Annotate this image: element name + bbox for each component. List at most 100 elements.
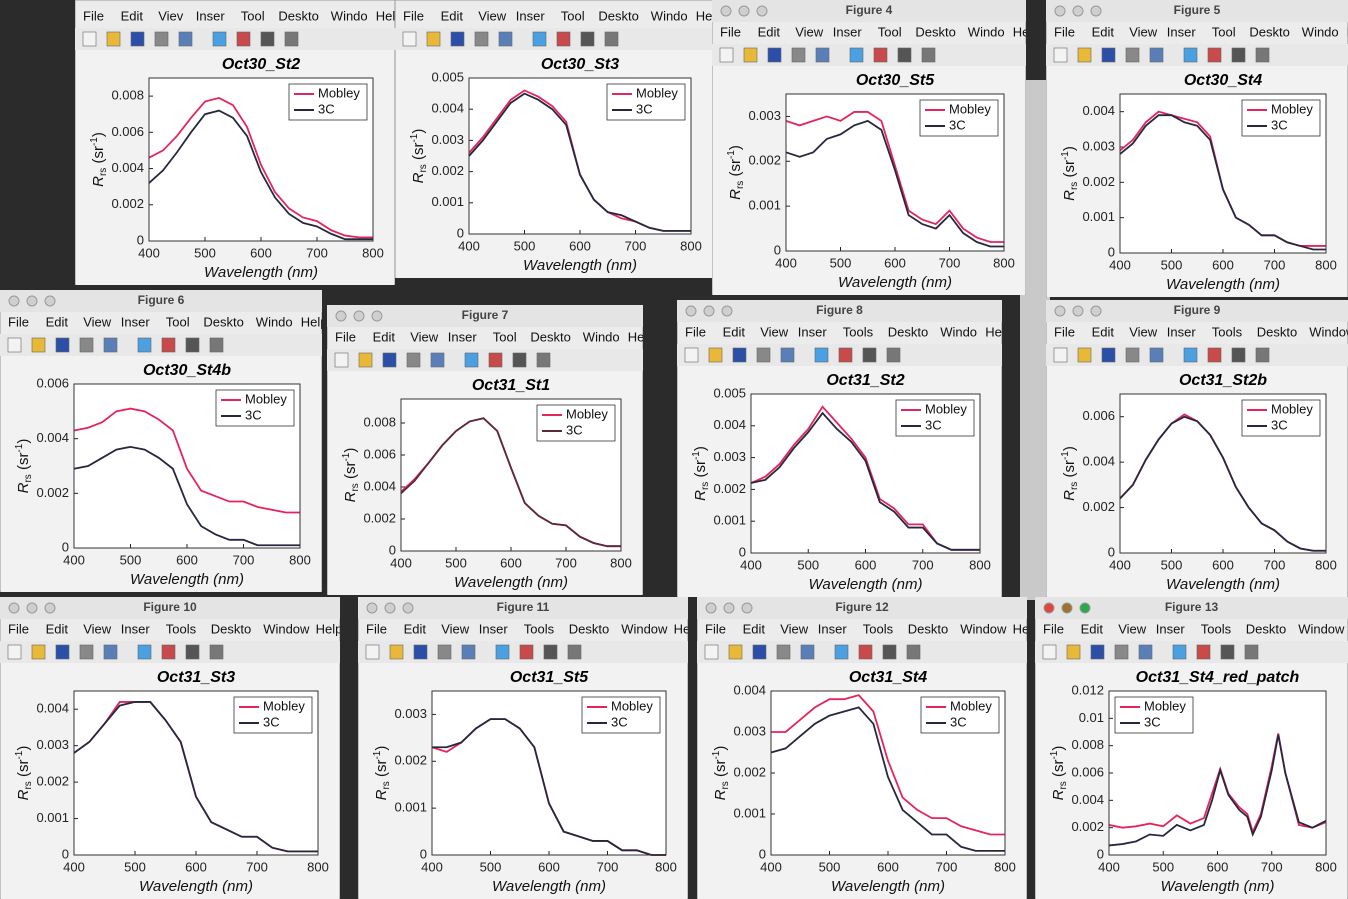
menu-item[interactable]: Inser [479,621,509,636]
toolbar-button[interactable] [179,32,192,46]
toolbar-button[interactable] [1126,48,1139,62]
menu-item[interactable]: Edit [743,621,766,636]
toolbar-button[interactable] [1232,48,1245,62]
menu-item[interactable]: Deskto [569,621,609,636]
menu-item[interactable]: Inser [798,324,828,339]
menu-item[interactable]: View [795,24,824,39]
menu-item[interactable]: File [1054,324,1075,339]
toolbar-button[interactable] [753,645,766,659]
menu-item[interactable]: Tools [1201,621,1232,636]
menu-item[interactable]: Viev [158,8,184,23]
window-button[interactable] [1091,306,1101,316]
window-button[interactable] [1055,306,1065,316]
toolbar-button[interactable] [465,353,478,367]
toolbar-button[interactable] [237,32,250,46]
toolbar-button[interactable] [1126,348,1139,362]
toolbar-button[interactable] [922,48,935,62]
menu-item[interactable]: File [705,621,726,636]
window-button[interactable] [1055,6,1065,16]
toolbar-button[interactable] [898,48,911,62]
menu-item[interactable]: Edit [404,621,427,636]
menu-item[interactable]: Tools [166,621,197,636]
window-button[interactable] [706,603,716,613]
menu-item[interactable]: Tool [878,24,902,39]
window-button[interactable] [1073,306,1083,316]
menu-item[interactable]: Edit [723,324,746,339]
toolbar-button[interactable] [1208,48,1221,62]
menu-item[interactable]: View [760,324,789,339]
toolbar-button[interactable] [685,348,698,362]
toolbar-button[interactable] [403,32,416,46]
toolbar-button[interactable] [863,348,876,362]
toolbar-button[interactable] [1115,645,1128,659]
menu-item[interactable]: Edit [46,314,69,329]
toolbar-button[interactable] [359,353,372,367]
menu-item[interactable]: Windo [331,8,368,23]
toolbar-button[interactable] [859,645,872,659]
menu-item[interactable]: File [1043,621,1064,636]
menu-item[interactable]: File [685,324,706,339]
toolbar-button[interactable] [709,348,722,362]
menu-item[interactable]: Tool [1212,24,1236,39]
menu-item[interactable]: Inser [1167,24,1197,39]
toolbar-button[interactable] [815,348,828,362]
toolbar-button[interactable] [907,645,920,659]
toolbar-button[interactable] [705,645,718,659]
window-button[interactable] [757,6,767,16]
window-button[interactable] [45,296,55,306]
toolbar-button[interactable] [414,645,427,659]
window-button[interactable] [724,603,734,613]
toolbar-button[interactable] [887,348,900,362]
toolbar-button[interactable] [801,645,814,659]
toolbar-button[interactable] [1054,48,1067,62]
menu-item[interactable]: View [478,8,507,23]
menu-item[interactable]: Tool [241,8,265,23]
toolbar-button[interactable] [781,348,794,362]
toolbar-button[interactable] [1078,348,1091,362]
menu-item[interactable]: Tool [493,329,517,344]
window-button[interactable] [9,603,19,613]
menu-item[interactable]: Inser [833,24,863,39]
menu-item[interactable]: Window [263,621,310,636]
toolbar-button[interactable] [1197,645,1210,659]
toolbar-button[interactable] [390,645,403,659]
window-button[interactable] [1062,603,1072,613]
menu-item[interactable]: Window [1298,621,1345,636]
toolbar-button[interactable] [210,645,223,659]
toolbar-button[interactable] [1184,348,1197,362]
toolbar-button[interactable] [1067,645,1080,659]
menu-item[interactable]: View [83,621,112,636]
menu-item[interactable]: Tool [561,8,585,23]
toolbar-button[interactable] [1232,348,1245,362]
menu-item[interactable]: Inser [818,621,848,636]
window-button[interactable] [1080,603,1090,613]
menu-item[interactable]: Edit [1081,621,1104,636]
menu-item[interactable]: Window [621,621,668,636]
toolbar-button[interactable] [1184,48,1197,62]
toolbar-button[interactable] [537,353,550,367]
window-button[interactable] [739,6,749,16]
window-button[interactable] [1091,6,1101,16]
menu-item[interactable]: Deskto [908,621,948,636]
toolbar-button[interactable] [80,338,93,352]
toolbar-button[interactable] [162,338,175,352]
toolbar-button[interactable] [451,32,464,46]
menu-item[interactable]: File [1054,24,1075,39]
toolbar-button[interactable] [581,32,594,46]
menu-item[interactable]: File [720,24,741,39]
toolbar-button[interactable] [8,338,21,352]
menu-item[interactable]: Windo [256,314,293,329]
toolbar-button[interactable] [335,353,348,367]
menu-item[interactable]: Edit [1092,324,1115,339]
toolbar-button[interactable] [883,645,896,659]
toolbar-button[interactable] [32,645,45,659]
menu-item[interactable]: Inser [448,329,478,344]
menu-item[interactable]: Deskto [1257,324,1297,339]
menu-item[interactable]: Deskto [1249,24,1289,39]
toolbar-button[interactable] [1245,645,1258,659]
toolbar-button[interactable] [366,645,379,659]
toolbar-button[interactable] [32,338,45,352]
menu-item[interactable]: Tool [166,314,190,329]
menu-item[interactable]: Deskto [1246,621,1286,636]
toolbar-button[interactable] [56,338,69,352]
